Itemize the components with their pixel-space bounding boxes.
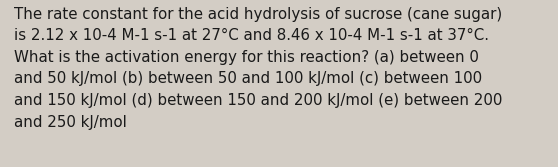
Text: The rate constant for the acid hydrolysis of sucrose (cane sugar)
is 2.12 x 10-4: The rate constant for the acid hydrolysi…	[14, 7, 502, 130]
